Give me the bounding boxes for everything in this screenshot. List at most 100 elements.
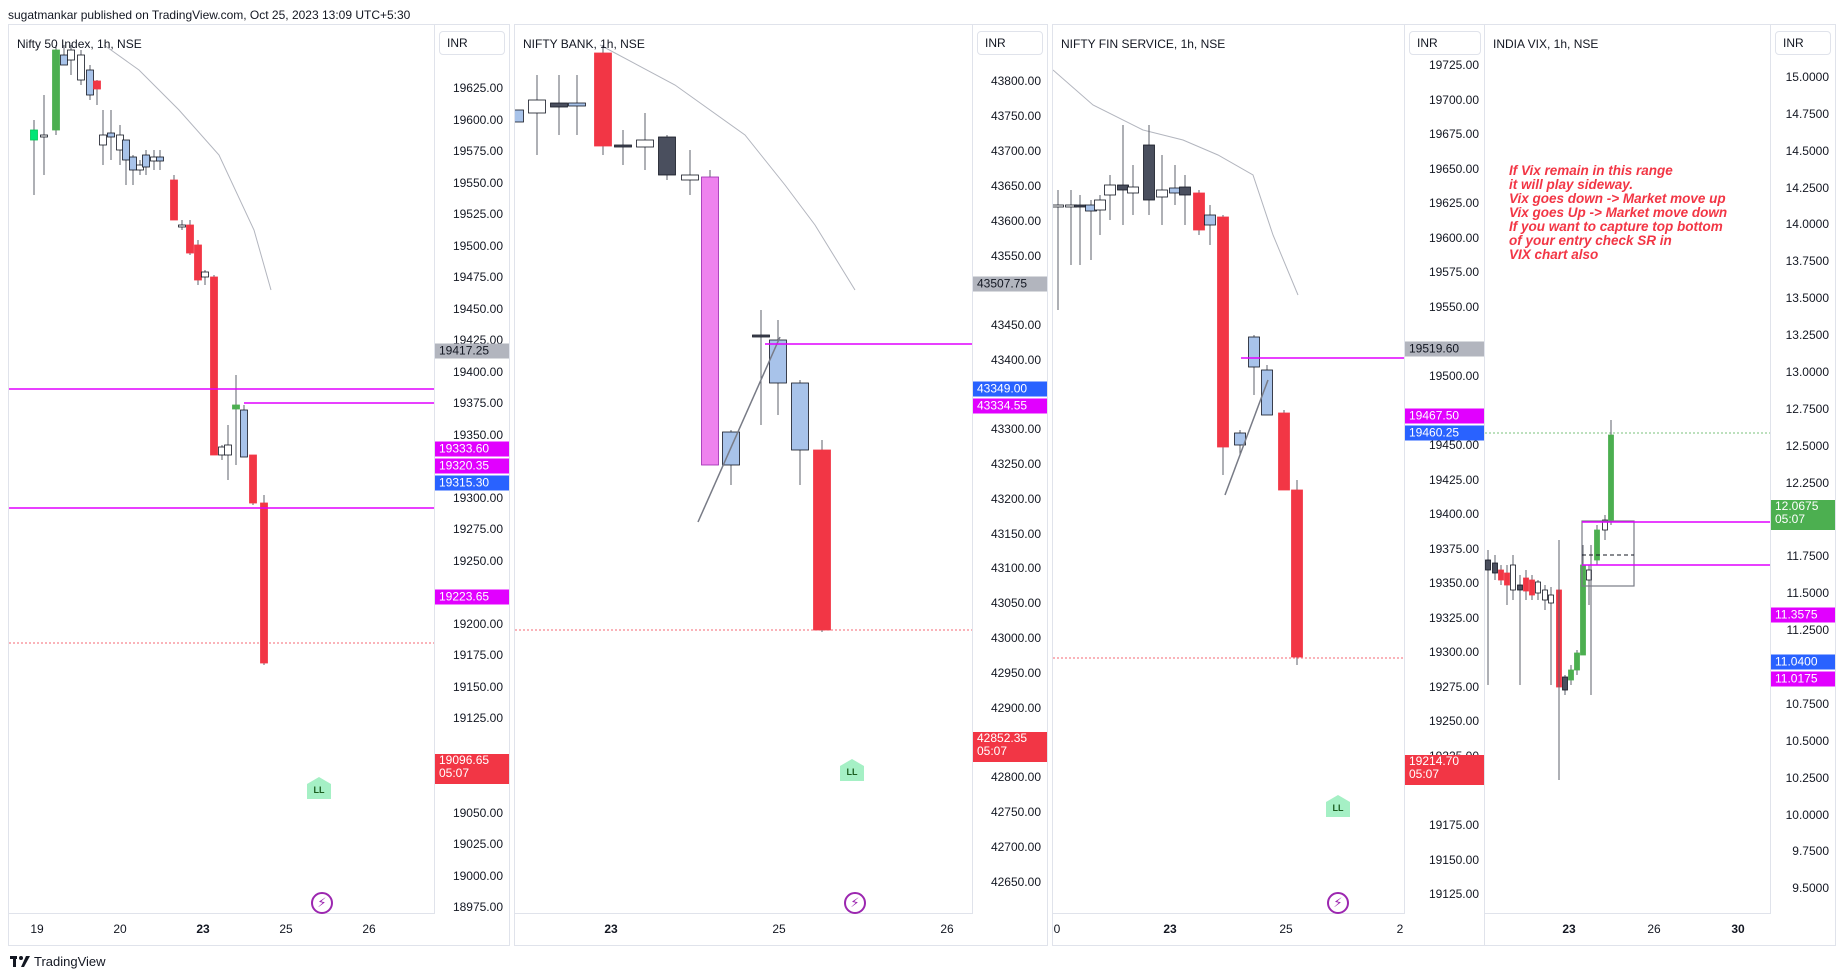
price-label-last-close: 43507.75 [973, 276, 1047, 292]
candle-body [232, 404, 240, 410]
chart-panel-nifty50[interactable]: Nifty 50 Index, 1h, NSE INR 19625.00 196… [8, 24, 510, 946]
chart-plot-area[interactable] [1053, 25, 1405, 914]
candle-body [1562, 676, 1568, 691]
chart-title: NIFTY FIN SERVICE, 1h, NSE [1061, 37, 1226, 51]
price-tick: 19300.00 [452, 491, 503, 505]
brand-name: TradingView [34, 954, 106, 969]
price-tick: 19250.00 [452, 554, 503, 568]
candle-body [1602, 519, 1608, 531]
chart-plot-area[interactable] [515, 25, 973, 914]
price-tick: 43100.00 [990, 561, 1041, 575]
candle-body [1074, 204, 1086, 208]
candle-body [1568, 669, 1574, 681]
price-axis[interactable]: INR 19725.00 19700.00 19675.00 19650.00 … [1404, 25, 1485, 914]
time-axis[interactable]: 19 20 23 25 26 [9, 913, 435, 945]
lower-low-marker: LL [840, 759, 864, 781]
candle-body [528, 99, 546, 114]
price-tick: 19150.00 [1428, 853, 1479, 867]
price-tick: 43300.00 [990, 422, 1041, 436]
price-axis[interactable]: INR 19625.00 19600.00 19575.00 19550.00 … [434, 25, 509, 914]
price-tick: 12.5000 [1785, 439, 1829, 453]
price-tick: 19550.00 [1428, 300, 1479, 314]
candle-body [1529, 579, 1535, 596]
candle-body [550, 102, 568, 108]
candle-body [1261, 369, 1273, 416]
price-label-trendline: 43349.00 [973, 381, 1047, 397]
price-tick: 19175.00 [452, 648, 503, 662]
price-axis[interactable]: INR 43800.00 43750.00 43700.00 43650.00 … [972, 25, 1047, 914]
candle-body [1548, 594, 1554, 604]
candle-body [249, 454, 257, 504]
chart-panel-niftyfinservice[interactable]: NIFTY FIN SERVICE, 1h, NSE INR 19725.00 … [1052, 24, 1486, 946]
time-axis[interactable]: 23 26 30 [1485, 913, 1771, 945]
price-tick: 14.7500 [1785, 107, 1829, 121]
time-tick: 23 [604, 922, 618, 936]
time-axis[interactable]: 23 25 26 [515, 913, 973, 945]
time-tick: 26 [940, 922, 954, 936]
candle-body [1156, 189, 1168, 198]
annotation-note[interactable]: If Vix remain in this range it will play… [1509, 163, 1728, 262]
time-axis[interactable]: 0 23 25 2 [1053, 913, 1405, 945]
price-tick: 19000.00 [452, 869, 503, 883]
price-tick: 19375.00 [1428, 542, 1479, 556]
chart-title: Nifty 50 Index, 1h, NSE [17, 37, 142, 51]
time-tick: 23 [196, 922, 210, 936]
candle-body [1127, 186, 1139, 194]
price-tick: 43700.00 [990, 144, 1041, 158]
candle-body [60, 54, 68, 66]
price-label-current: 19214.70 05:07 [1405, 755, 1485, 785]
price-tick: 19700.00 [1428, 93, 1479, 107]
tradingview-logo[interactable]: TradingView [10, 954, 106, 969]
price-tick: 19550.00 [452, 176, 503, 190]
chart-plot-area[interactable] [1485, 25, 1771, 914]
price-tick: 43750.00 [990, 109, 1041, 123]
price-tick: 19425.00 [1428, 473, 1479, 487]
bar-countdown: 05:07 [439, 766, 470, 780]
price-tick: 19625.00 [1428, 196, 1479, 210]
price-tick: 19125.00 [1428, 887, 1479, 901]
candle-body [93, 80, 101, 90]
candle-body [594, 52, 612, 147]
moving-average-curve [599, 44, 856, 291]
chart-panel-indiavix[interactable]: INDIA VIX, 1h, NSE INR 15.0000 14.7500 1… [1484, 24, 1836, 946]
lightning-icon[interactable]: ⚡ [1327, 892, 1349, 914]
candle-body [568, 102, 586, 107]
price-tick: 13.0000 [1785, 365, 1829, 379]
currency-selector[interactable]: INR [439, 31, 505, 55]
candle-body [1517, 584, 1523, 591]
candle-body [67, 49, 75, 61]
chart-plot-area[interactable] [9, 25, 435, 914]
candle-body [1278, 412, 1290, 491]
candle-body [1169, 187, 1181, 194]
time-tick: 25 [1279, 922, 1293, 936]
currency-selector[interactable]: INR [977, 31, 1043, 55]
chart-panel-niftybank[interactable]: NIFTY BANK, 1h, NSE INR 43800.00 43750.0… [514, 24, 1048, 946]
price-tick: 11.2500 [1786, 623, 1830, 637]
price-tick: 19575.00 [1428, 265, 1479, 279]
currency-selector[interactable]: INR [1775, 31, 1831, 55]
price-tick: 19350.00 [452, 428, 503, 442]
candle-body [1608, 434, 1614, 521]
price-tick: 19025.00 [452, 837, 503, 851]
candle-body [52, 49, 60, 131]
currency-selector[interactable]: INR [1409, 31, 1481, 55]
candle-body [210, 276, 218, 456]
lightning-icon[interactable]: ⚡ [311, 892, 333, 914]
candle-body [86, 69, 94, 96]
price-tick: 19500.00 [1428, 369, 1479, 383]
price-tick: 19725.00 [1428, 58, 1479, 72]
price-tick: 19050.00 [452, 806, 503, 820]
price-label-current: 19096.65 05:07 [435, 754, 509, 784]
price-label-level: 43334.55 [973, 398, 1047, 414]
bar-countdown: 05:07 [1775, 512, 1806, 526]
price-tick: 19200.00 [452, 617, 503, 631]
lightning-icon[interactable]: ⚡ [844, 892, 866, 914]
price-axis[interactable]: INR 15.0000 14.7500 14.5000 14.2500 14.0… [1770, 25, 1835, 914]
price-tick: 11.5000 [1786, 586, 1830, 600]
time-tick: 25 [279, 922, 293, 936]
price-label-trendline: 19460.25 [1405, 425, 1485, 441]
candle-body [1217, 216, 1229, 448]
published-by-text: sugatmankar published on TradingView.com… [8, 8, 411, 22]
price-tick: 11.7500 [1786, 549, 1830, 563]
candle-body [194, 244, 202, 281]
